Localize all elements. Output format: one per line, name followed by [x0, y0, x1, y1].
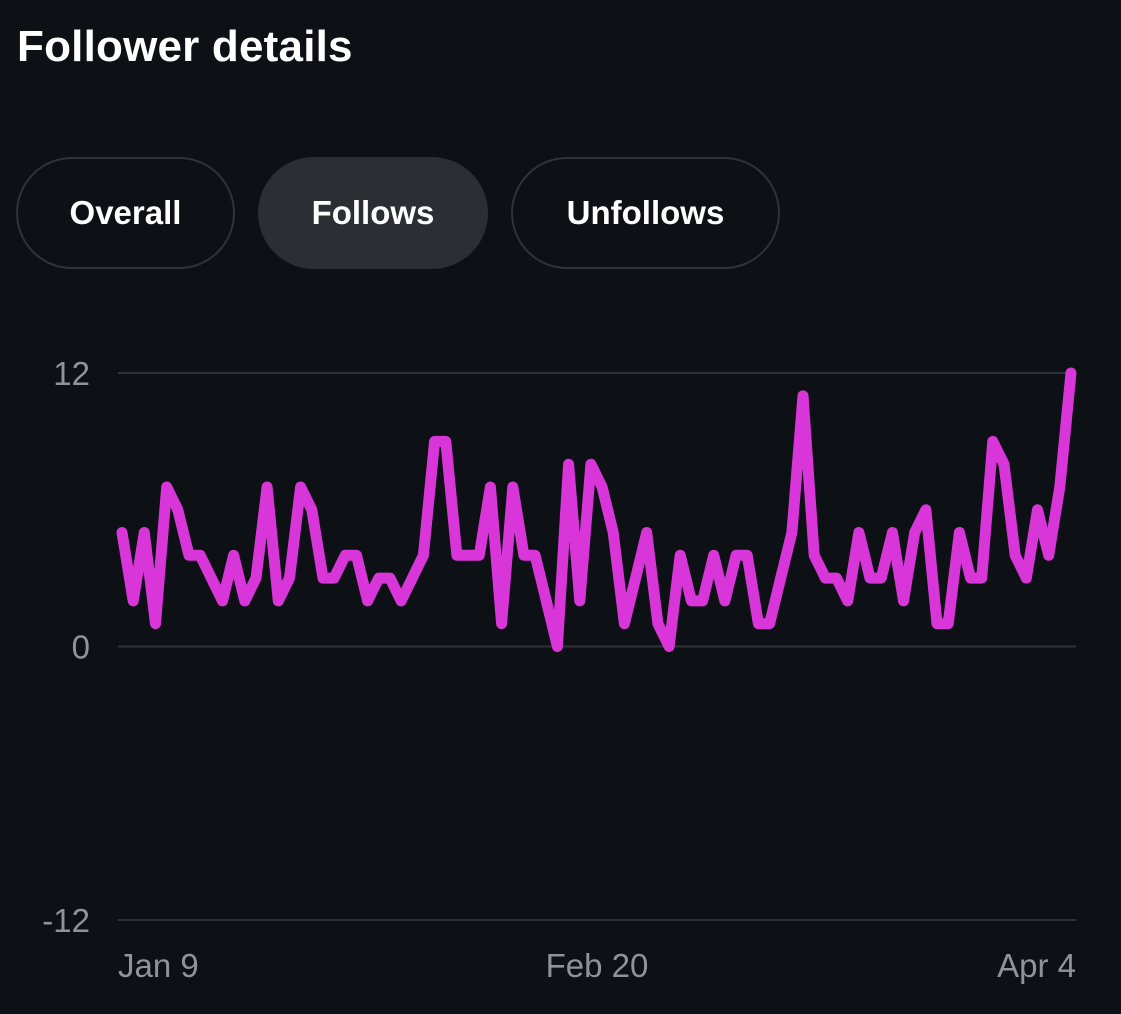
data-point: [1057, 484, 1063, 490]
data-point: [845, 598, 851, 604]
data-point: [130, 598, 136, 604]
data-point: [1023, 575, 1029, 581]
data-point: [968, 575, 974, 581]
tab-overall[interactable]: Overall: [16, 157, 235, 269]
data-point: [856, 530, 862, 536]
data-point: [510, 484, 516, 490]
data-point: [700, 598, 706, 604]
data-point: [1001, 461, 1007, 467]
data-point: [331, 575, 337, 581]
data-point: [677, 552, 683, 558]
data-point: [990, 438, 996, 444]
data-point: [923, 507, 929, 513]
data-point: [532, 552, 538, 558]
data-point: [476, 552, 482, 558]
data-point: [744, 552, 750, 558]
data-point: [354, 552, 360, 558]
data-point: [778, 575, 784, 581]
data-point: [119, 530, 125, 536]
data-point: [208, 575, 214, 581]
data-point: [465, 552, 471, 558]
tab-follows[interactable]: Follows: [258, 157, 488, 269]
data-point: [153, 621, 159, 627]
data-point: [599, 484, 605, 490]
data-point: [287, 575, 293, 581]
data-point: [231, 552, 237, 558]
data-point: [945, 621, 951, 627]
y-tick-label: 0: [72, 629, 90, 666]
data-point: [197, 552, 203, 558]
data-point: [979, 575, 985, 581]
data-point: [633, 575, 639, 581]
data-point: [264, 484, 270, 490]
data-point: [320, 575, 326, 581]
data-point: [220, 598, 226, 604]
tab-unfollows[interactable]: Unfollows: [511, 157, 780, 269]
data-point: [889, 530, 895, 536]
data-point: [454, 552, 460, 558]
tab-bar: Overall Follows Unfollows: [0, 0, 1121, 300]
data-point: [822, 575, 828, 581]
data-point: [901, 598, 907, 604]
follows-series-line: [116, 367, 1077, 652]
data-point: [376, 575, 382, 581]
data-point: [610, 530, 616, 536]
data-point: [387, 575, 393, 581]
data-point: [912, 530, 918, 536]
data-point: [543, 598, 549, 604]
data-point: [666, 644, 672, 650]
data-point: [309, 507, 315, 513]
data-point: [934, 621, 940, 627]
data-point: [1046, 552, 1052, 558]
y-tick-label: -12: [42, 902, 90, 939]
data-point: [644, 530, 650, 536]
data-point: [499, 621, 505, 627]
data-point: [566, 461, 572, 467]
data-point: [655, 621, 661, 627]
data-point: [275, 598, 281, 604]
data-point: [1068, 370, 1074, 376]
data-point: [956, 530, 962, 536]
data-point: [878, 575, 884, 581]
data-point: [767, 621, 773, 627]
data-point: [164, 484, 170, 490]
data-point: [733, 552, 739, 558]
data-point: [688, 598, 694, 604]
data-point: [342, 552, 348, 558]
data-point: [487, 484, 493, 490]
data-point: [521, 552, 527, 558]
data-point: [365, 598, 371, 604]
data-point: [141, 530, 147, 536]
data-point: [1012, 552, 1018, 558]
data-point: [298, 484, 304, 490]
data-point: [554, 644, 560, 650]
x-tick-label: Feb 20: [546, 947, 649, 984]
page-title: Follower details: [17, 22, 353, 71]
data-point: [722, 598, 728, 604]
data-point: [432, 438, 438, 444]
data-point: [800, 393, 806, 399]
data-point: [755, 621, 761, 627]
data-point: [443, 438, 449, 444]
data-point: [588, 461, 594, 467]
data-point: [253, 575, 259, 581]
x-tick-label: Apr 4: [997, 947, 1076, 984]
data-point: [867, 575, 873, 581]
data-point: [409, 575, 415, 581]
data-point: [834, 575, 840, 581]
data-point: [711, 552, 717, 558]
data-point: [398, 598, 404, 604]
data-point: [242, 598, 248, 604]
x-tick-label: Jan 9: [118, 947, 199, 984]
data-point: [621, 621, 627, 627]
data-point: [811, 552, 817, 558]
y-tick-label: 12: [53, 355, 90, 392]
data-point: [420, 552, 426, 558]
data-point: [1035, 507, 1041, 513]
data-point: [577, 598, 583, 604]
data-point: [175, 507, 181, 513]
data-point: [789, 530, 795, 536]
data-point: [186, 552, 192, 558]
